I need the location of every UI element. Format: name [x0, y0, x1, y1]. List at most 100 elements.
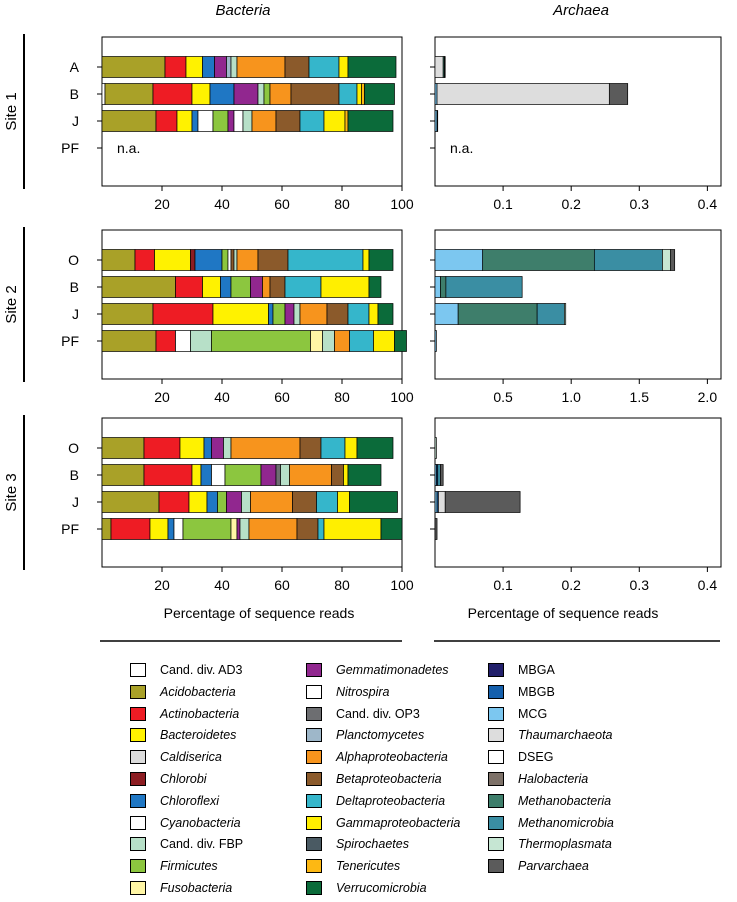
legend-label: MCG [518, 706, 548, 721]
bar-segment [230, 437, 301, 459]
bar-segment [344, 437, 358, 459]
bar-segment [344, 110, 349, 132]
bar-segment [101, 437, 145, 459]
legend-label: Nitrospira [336, 684, 390, 699]
legend-label: Thermoplasmata [518, 837, 612, 852]
bar-segment [143, 437, 181, 459]
x-tick-label: 1.0 [561, 389, 581, 405]
bar-segment [101, 330, 157, 352]
bar-segment [323, 110, 346, 132]
legend-swatch [488, 793, 504, 808]
x-tick-label: 40 [214, 577, 230, 593]
bar-segment [670, 249, 676, 271]
x-tick-label: 40 [214, 389, 230, 405]
legend-label: Bacteroidetes [160, 728, 237, 743]
bar-segment [248, 518, 298, 540]
bar-segment [236, 56, 286, 78]
bar-segment [211, 464, 226, 486]
bacteria-x-axis-label: Percentage of sequence reads [164, 605, 355, 621]
bar-segment [394, 330, 407, 352]
legend-swatch [130, 880, 146, 895]
bar-segment [440, 276, 447, 298]
x-tick-label: 0.3 [630, 577, 650, 593]
archaea-column-title: Archaea [552, 2, 609, 19]
bar-segment [212, 110, 229, 132]
bar-segment [143, 464, 193, 486]
legend-swatch [130, 793, 146, 808]
legend-swatch [130, 750, 146, 765]
legend-label: Acidobacteria [160, 684, 236, 699]
legend-swatch [306, 837, 322, 852]
bar-segment [101, 518, 112, 540]
bar-segment [368, 276, 382, 298]
bar-segment [227, 110, 235, 132]
bar-segment [211, 330, 311, 352]
bar-segment [317, 518, 325, 540]
bar-segment [299, 437, 322, 459]
legend-label: Methanomicrobia [518, 815, 614, 830]
bar-segment [434, 249, 484, 271]
archaea-plot: n.a. 0.1 0.2 0.3 0.4 [430, 36, 722, 212]
bar-segment [437, 464, 441, 486]
legend-swatch [130, 837, 146, 852]
bar-segment [206, 491, 218, 513]
bar-segment [347, 303, 370, 325]
row-label-O: O [68, 252, 79, 268]
bar-segment [593, 249, 663, 271]
legend-label: DSEG [518, 750, 554, 765]
bar-segment [438, 491, 446, 513]
row-label-J: J [72, 113, 79, 129]
bar-segment [322, 330, 335, 352]
bar-segment [101, 110, 157, 132]
bar-segment [221, 249, 229, 271]
bar-segment [356, 437, 394, 459]
bar-segment [326, 303, 349, 325]
na-label: n.a. [450, 140, 473, 156]
bar-segment [230, 56, 238, 78]
bar-segment [152, 83, 193, 105]
bar-segment [101, 56, 166, 78]
bar-segment [101, 303, 154, 325]
bar-segment [191, 464, 202, 486]
bar-segment [202, 276, 221, 298]
bar-segment [289, 464, 332, 486]
legend: Cand. div. AD3 Acidobacteria Actinobacteri… [130, 662, 730, 895]
bacteria-plot: OBJ PF 20 40 60 80 100 [61, 417, 414, 593]
bar-segment [260, 464, 277, 486]
x-tick-label: 0.1 [493, 577, 513, 593]
x-tick-label: 0.1 [493, 196, 513, 212]
bar-segment [331, 464, 344, 486]
bar-segment [308, 56, 340, 78]
bar-segment [188, 491, 208, 513]
bar-segment [152, 303, 214, 325]
bar-segment [349, 330, 374, 352]
archaea-plot: 0.1 0.2 0.3 0.4 [430, 417, 722, 593]
bacteria-plot: OBJ PF 20 40 60 80 100 [61, 229, 414, 405]
bar-segment [436, 110, 439, 132]
bar-segment [101, 491, 160, 513]
bar-segment [230, 276, 251, 298]
legend-swatch [130, 684, 146, 699]
bar-segment [662, 249, 671, 271]
bar-segment [134, 249, 155, 271]
legend-swatch [130, 706, 146, 721]
row-label-O: O [68, 440, 79, 456]
legend-swatch [488, 750, 504, 765]
bar-segment [296, 518, 319, 540]
bar-segment [362, 249, 370, 271]
legend-swatch [488, 771, 504, 786]
bar-segment [361, 83, 365, 105]
legend-label: Planctomycetes [336, 728, 425, 743]
bar-segment [257, 249, 289, 271]
site-label: Site 1 [3, 92, 20, 130]
legend-swatch [306, 771, 322, 786]
legend-label: Verrucomicrobia [336, 880, 427, 895]
bar-segment [239, 518, 250, 540]
legend-swatch [306, 859, 322, 874]
legend-swatch [306, 663, 322, 677]
legend-swatch [488, 663, 504, 677]
bar-segment [263, 83, 271, 105]
bar-segment [194, 249, 223, 271]
bar-segment [251, 110, 277, 132]
legend-swatch [488, 815, 504, 830]
